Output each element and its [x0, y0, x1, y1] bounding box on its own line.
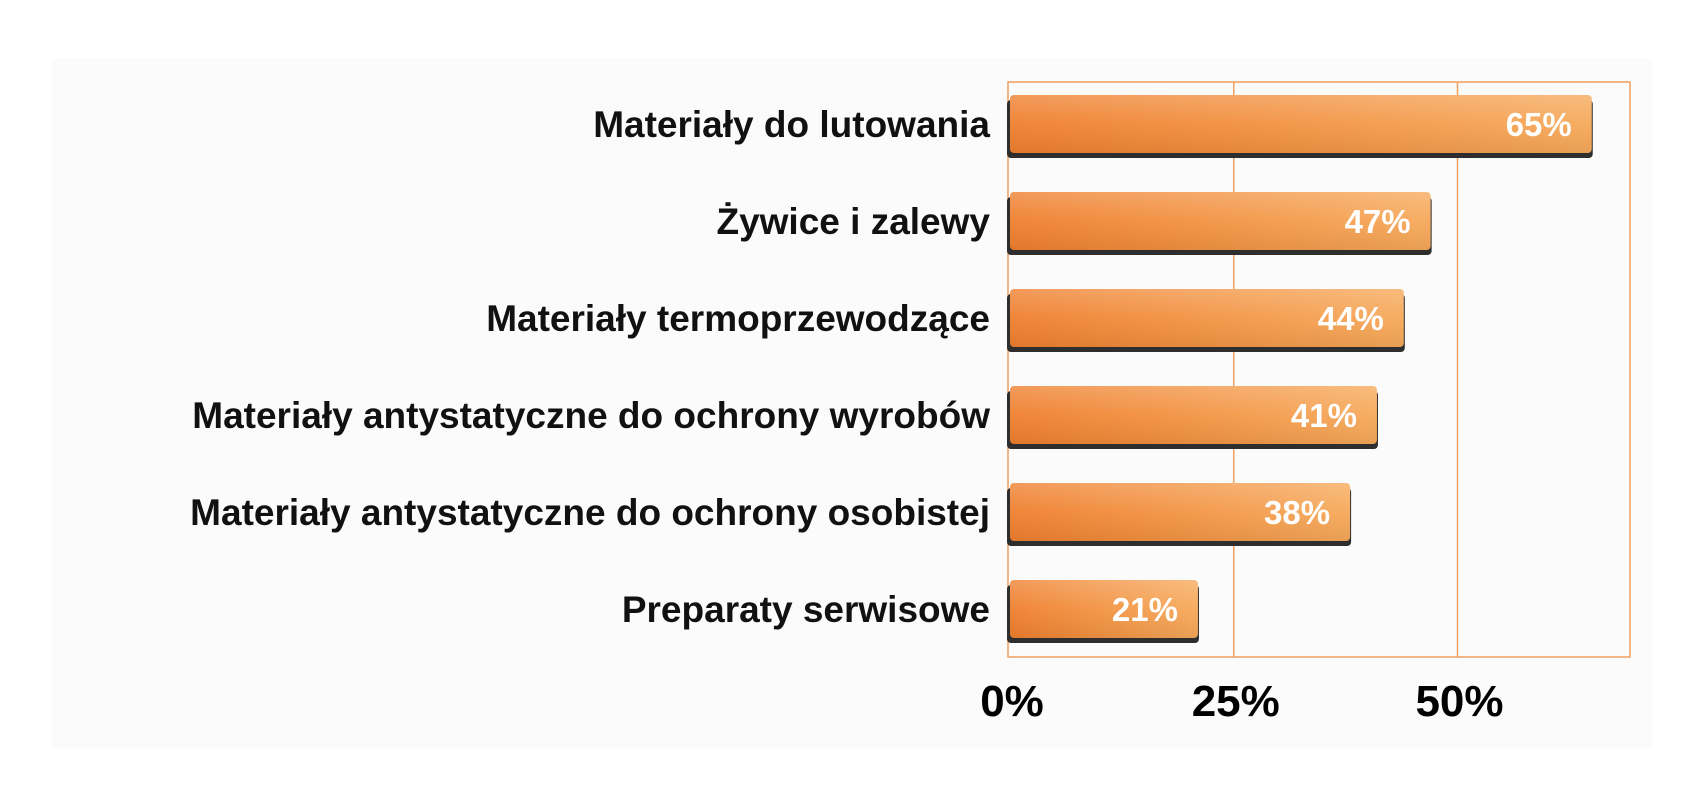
- value-labels: 65% 47% 44% 41% 38% 21%: [1112, 106, 1572, 628]
- bar-highlight: [1010, 289, 1404, 347]
- value-label: 38%: [1264, 494, 1330, 531]
- category-label: Żywice i zalewy: [716, 201, 990, 242]
- value-label: 21%: [1112, 591, 1178, 628]
- chart-panel: [52, 58, 1652, 748]
- x-tick-label: 25%: [1192, 677, 1280, 726]
- value-label: 44%: [1318, 300, 1384, 337]
- x-tick-label: 50%: [1415, 677, 1503, 726]
- category-label: Materiały antystatyczne do ochrony wyrob…: [192, 395, 990, 436]
- bar-highlight: [1010, 483, 1351, 541]
- value-label: 47%: [1345, 203, 1411, 240]
- bar-highlight: [1010, 192, 1431, 250]
- category-label: Preparaty serwisowe: [622, 589, 990, 630]
- plot-area-border: [1007, 81, 1631, 658]
- value-label: 41%: [1291, 397, 1357, 434]
- bar-highlight: [1010, 580, 1198, 638]
- x-axis-tick-labels: 0% 25% 50%: [980, 677, 1503, 726]
- bar-highlight: [1010, 95, 1592, 153]
- category-labels: Materiały do lutowania Żywice i zalewy Mat…: [190, 104, 990, 630]
- category-label: Materiały antystatyczne do ochrony osobi…: [190, 492, 990, 533]
- bar-highlight: [1010, 386, 1377, 444]
- value-label: 65%: [1506, 106, 1572, 143]
- x-tick-label: 0%: [980, 677, 1044, 726]
- category-label: Materiały do lutowania: [593, 104, 990, 145]
- gridlines: [1233, 82, 1459, 657]
- category-label: Materiały termoprzewodzące: [486, 298, 990, 339]
- bars: [1007, 95, 1593, 643]
